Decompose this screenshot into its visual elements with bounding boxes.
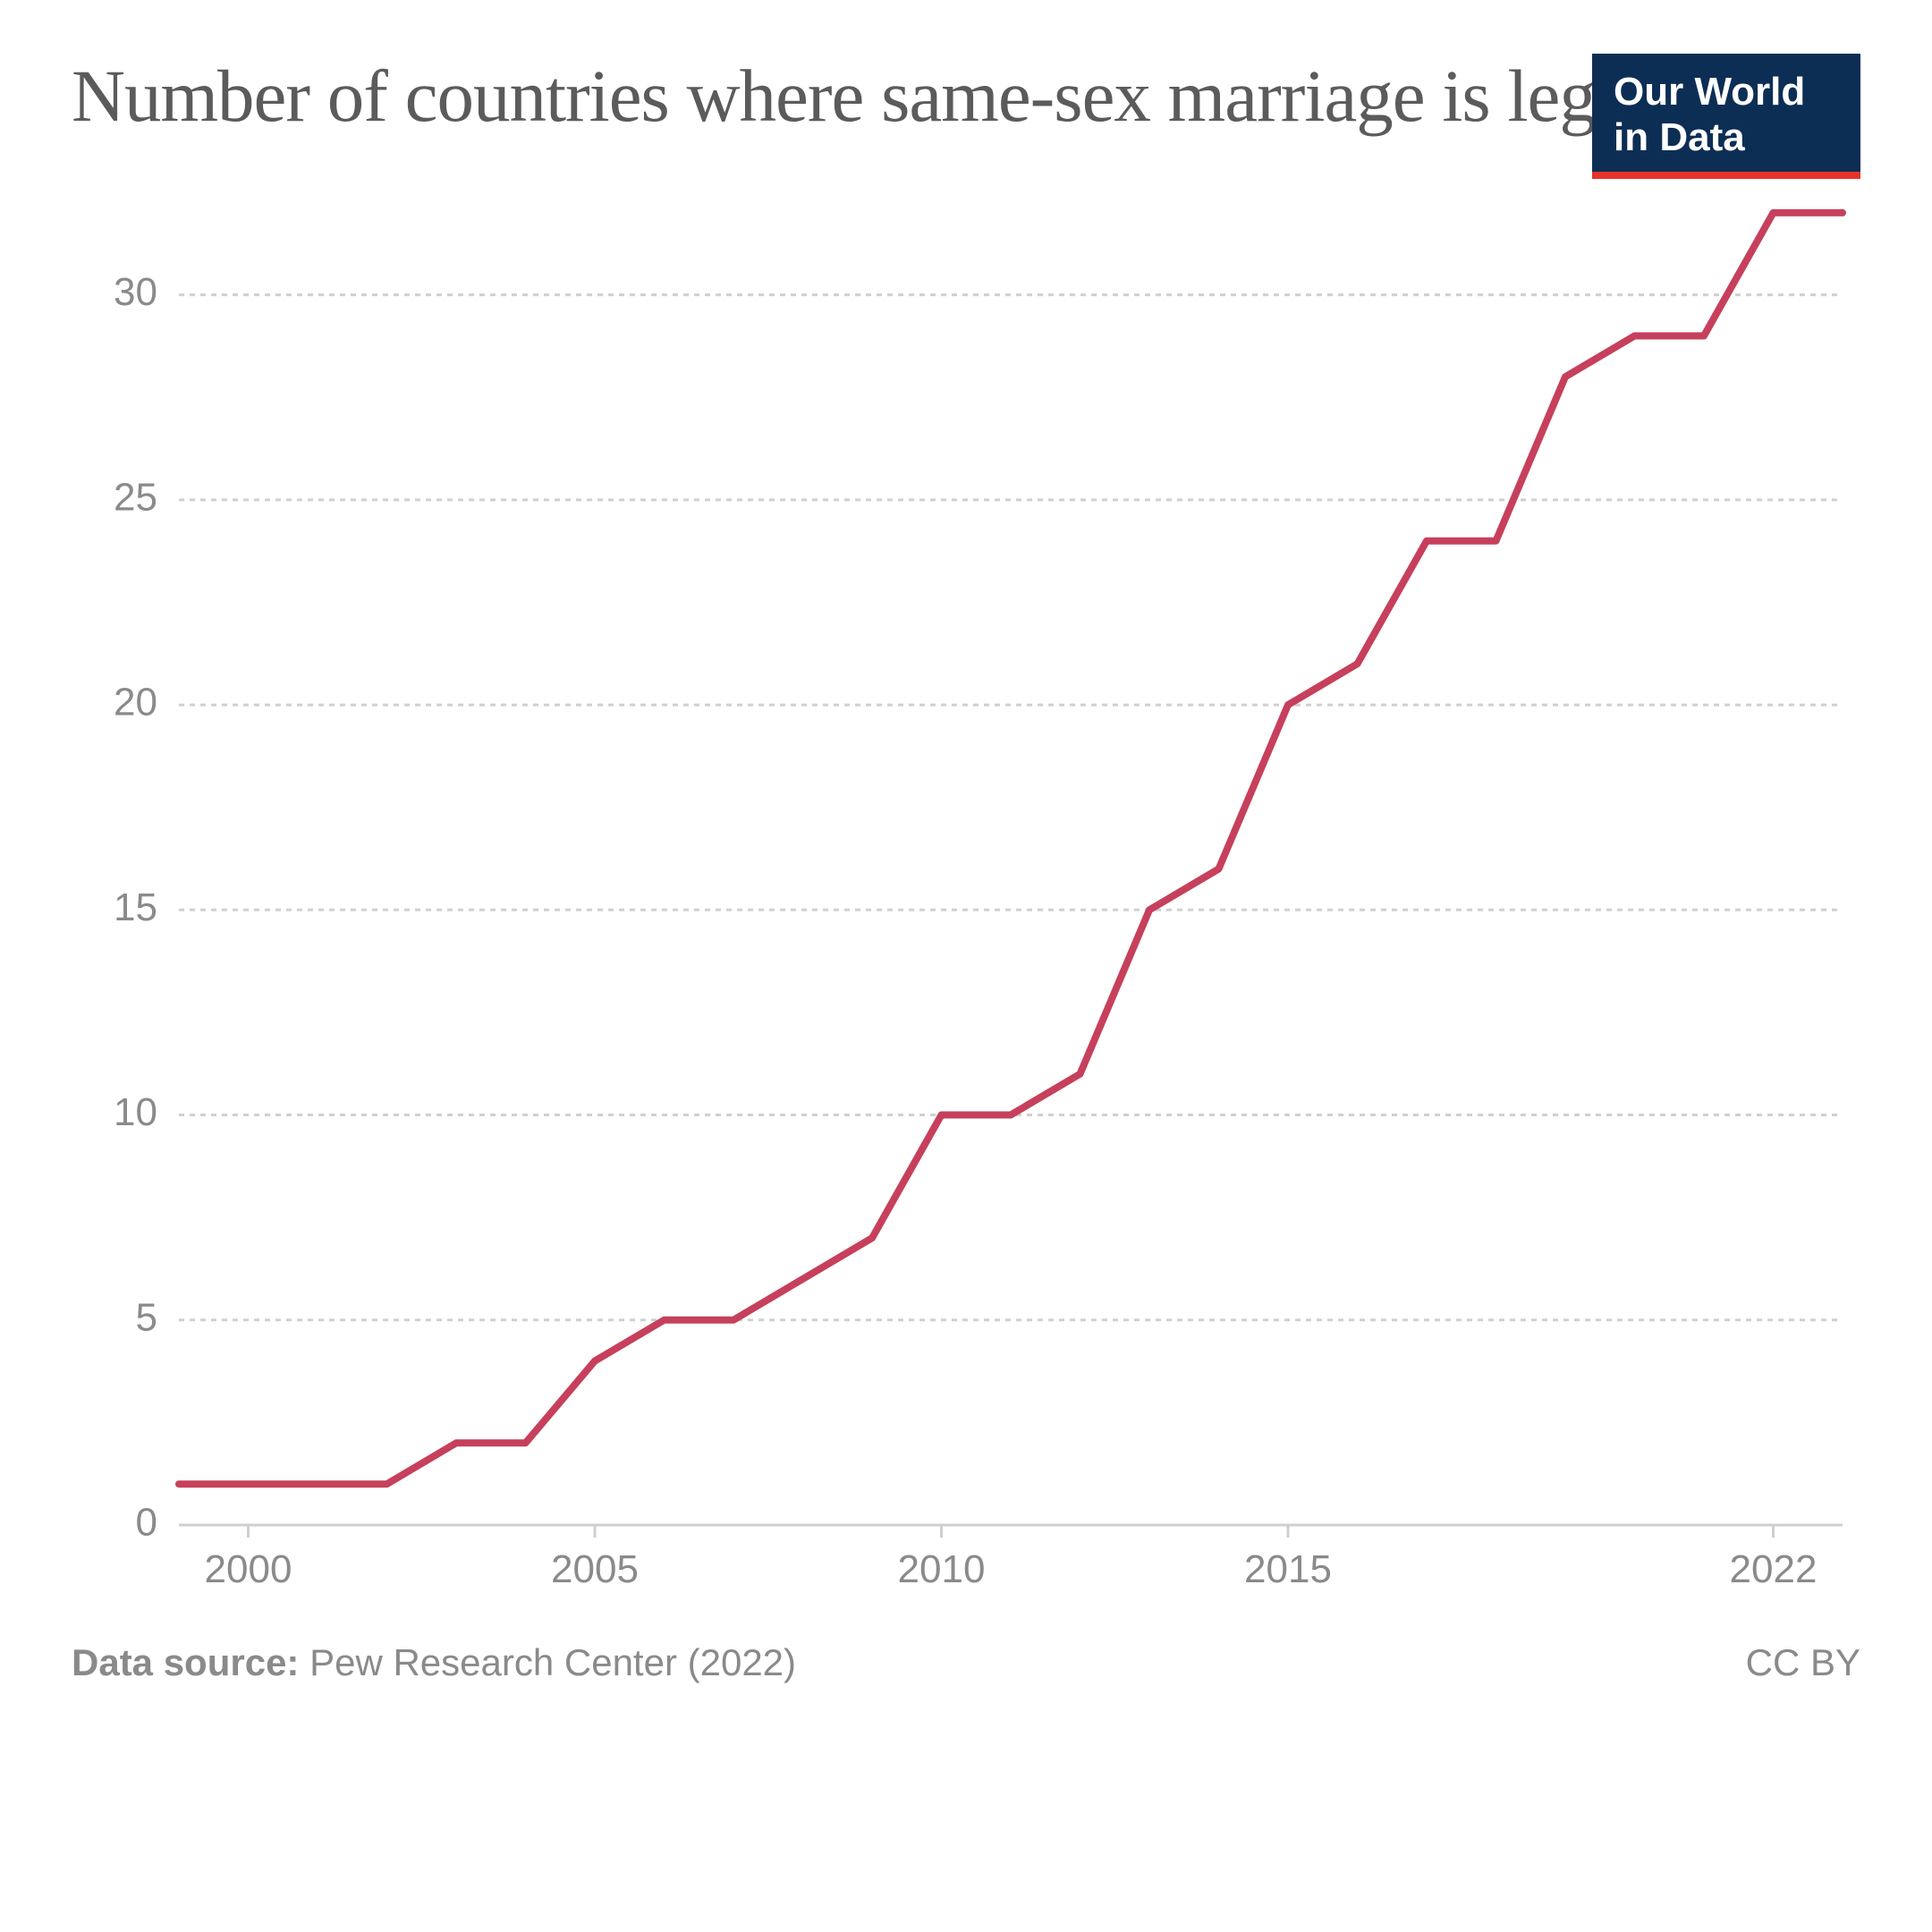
- data-source: Data source: Pew Research Center (2022): [72, 1641, 796, 1684]
- logo-line-2: in Data: [1614, 115, 1745, 159]
- data-source-label: Data source:: [72, 1641, 299, 1683]
- data-source-value: Pew Research Center (2022): [299, 1641, 796, 1683]
- series-line: [179, 213, 1843, 1484]
- y-tick-label: 5: [136, 1296, 157, 1340]
- chart-footer: Data source: Pew Research Center (2022) …: [72, 1641, 1860, 1684]
- logo-line-1: Our World: [1614, 70, 1805, 114]
- y-tick-label: 20: [114, 681, 157, 724]
- owid-logo: Our World in Data: [1592, 54, 1860, 179]
- x-tick-label: 2005: [551, 1547, 639, 1591]
- line-chart-svg: 0 5 10 15 20 25 30 2000 2005 2010 2015 2…: [72, 174, 1860, 1606]
- x-tick-label: 2022: [1730, 1547, 1818, 1591]
- y-tick-label: 25: [114, 476, 157, 520]
- chart-container: Number of countries where same-sex marri…: [0, 0, 1932, 1932]
- y-tick-label: 0: [136, 1501, 157, 1545]
- license-label: CC BY: [1746, 1641, 1860, 1684]
- y-tick-label: 15: [114, 886, 157, 929]
- y-tick-label: 30: [114, 271, 157, 315]
- chart-header: Number of countries where same-sex marri…: [72, 54, 1860, 139]
- x-tick-label: 2010: [898, 1547, 986, 1591]
- y-tick-label: 10: [114, 1091, 157, 1135]
- x-tick-label: 2000: [205, 1547, 292, 1591]
- x-tick-label: 2015: [1244, 1547, 1332, 1591]
- chart-plot-area: 0 5 10 15 20 25 30 2000 2005 2010 2015 2…: [72, 174, 1860, 1606]
